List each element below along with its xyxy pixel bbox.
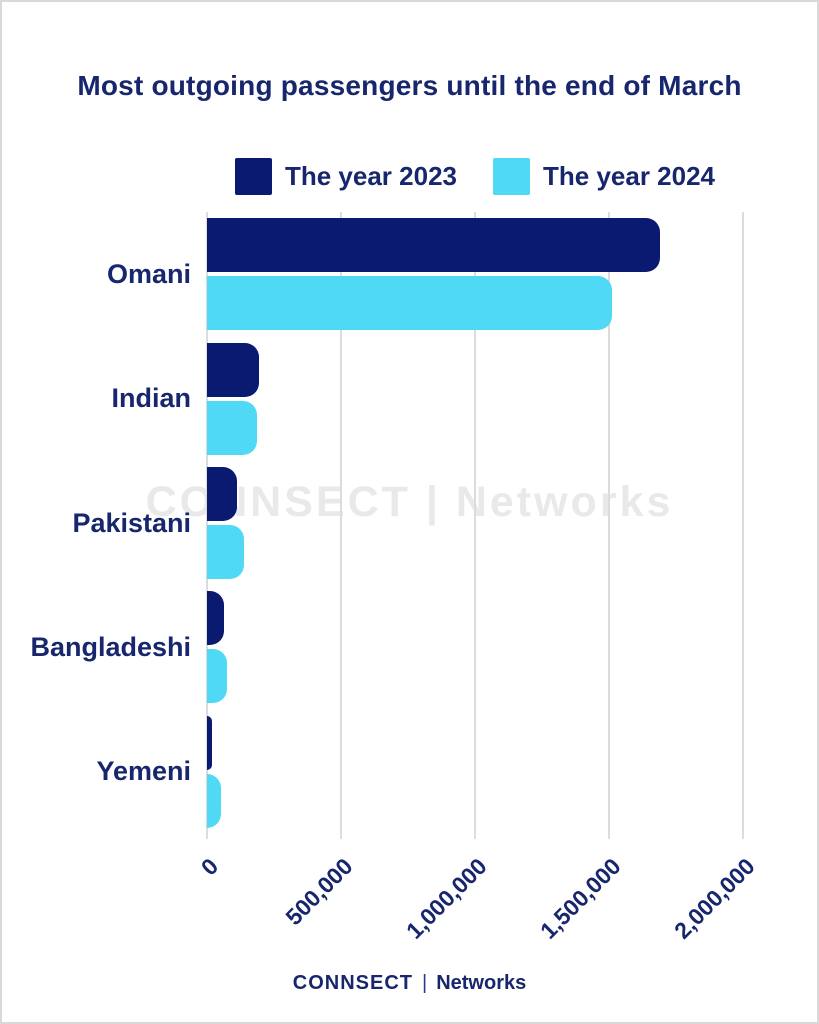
category-label: Pakistani — [72, 507, 191, 538]
legend: The year 2023 The year 2024 — [207, 158, 743, 195]
x-tick-label: 500,000 — [280, 853, 358, 931]
gridline — [474, 212, 476, 839]
bar-omani-2024 — [207, 276, 612, 331]
gridline — [340, 212, 342, 839]
chart-rows: Omani Indian Pakistani Bangladeshi Yemeni — [2, 212, 819, 834]
gridline — [608, 212, 610, 839]
footer-suffix: Networks — [436, 972, 527, 994]
bar-group — [207, 715, 743, 828]
footer-logo: CONNSECT | Networks — [2, 972, 817, 995]
bar-group — [207, 467, 743, 580]
bar-indian-2024 — [207, 400, 257, 455]
x-tick-label: 1,000,000 — [400, 853, 492, 944]
chart-row: Pakistani — [2, 461, 819, 585]
gridline — [742, 212, 744, 839]
legend-label: The year 2024 — [543, 161, 716, 191]
bar-yemeni-2024 — [207, 773, 221, 828]
footer-divider: | — [422, 972, 428, 994]
bar-bangladeshi-2023 — [207, 591, 224, 646]
bar-omani-2023 — [207, 218, 660, 273]
legend-item-2023: The year 2023 — [234, 158, 457, 195]
footer-brand: CONNSECT — [292, 972, 413, 994]
bar-group — [207, 218, 743, 331]
bar-bangladeshi-2024 — [207, 649, 228, 704]
bar-pakistani-2024 — [207, 525, 244, 580]
x-axis: 0 500,000 1,000,000 1,500,000 2,000,000 — [2, 839, 819, 969]
chart-row: Bangladeshi — [2, 585, 819, 709]
bar-yemeni-2023 — [207, 715, 213, 770]
legend-item-2024: The year 2024 — [493, 158, 715, 195]
x-tick-label: 2,000,000 — [668, 853, 760, 944]
chart-row: Yemeni — [2, 710, 819, 834]
bar-pakistani-2023 — [207, 467, 238, 522]
category-label: Yemeni — [96, 756, 191, 787]
category-label: Bangladeshi — [30, 631, 191, 662]
bar-chart: Omani Indian Pakistani Bangladeshi Yemeni 0 5… — [2, 212, 819, 944]
bar-group — [207, 591, 743, 704]
legend-swatch — [234, 158, 272, 195]
chart-row: Indian — [2, 336, 819, 460]
x-tick-label: 0 — [195, 853, 224, 881]
category-label: Indian — [111, 383, 192, 414]
bar-indian-2023 — [207, 342, 260, 397]
x-tick-label: 1,500,000 — [534, 853, 626, 944]
page-title: Most outgoing passengers until the end o… — [77, 70, 742, 101]
category-label: Omani — [106, 258, 191, 289]
legend-swatch — [493, 158, 530, 195]
legend-label: The year 2023 — [284, 161, 457, 191]
chart-row: Omani — [2, 212, 819, 336]
bar-group — [207, 342, 743, 455]
